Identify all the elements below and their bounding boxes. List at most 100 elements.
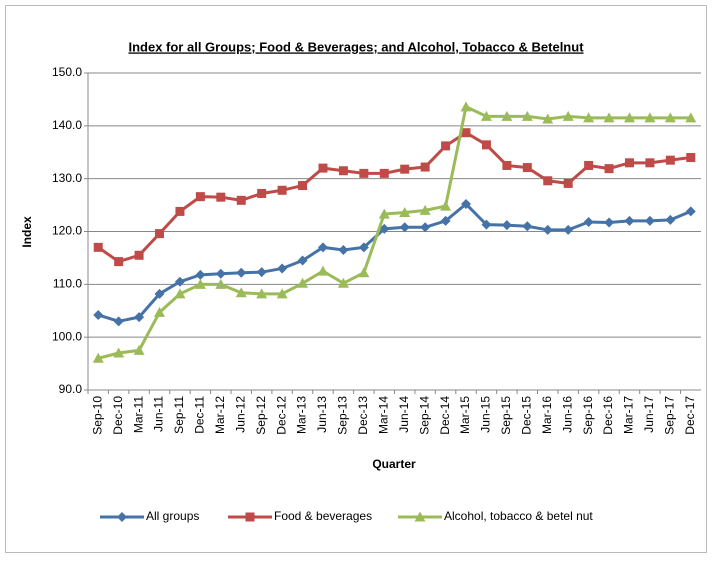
x-tick-label: Sep-15 <box>499 396 513 435</box>
point-marker <box>236 195 246 205</box>
point-marker <box>461 199 472 210</box>
x-tick-label: Dec-11 <box>193 396 207 434</box>
point-marker <box>501 220 512 231</box>
x-tick-label: Mar-16 <box>540 396 554 434</box>
x-tick-label: Sep-11 <box>172 396 186 434</box>
point-marker <box>645 158 655 168</box>
point-marker <box>685 206 696 217</box>
point-marker <box>543 176 553 186</box>
x-tick-label: Jun-15 <box>479 396 493 433</box>
x-tick-label: Dec-10 <box>111 396 125 435</box>
y-tick-label: 150.0 <box>52 65 82 79</box>
point-marker <box>113 316 124 327</box>
point-marker <box>236 267 247 278</box>
point-marker <box>195 192 205 202</box>
point-marker <box>440 200 452 211</box>
point-marker <box>338 244 349 255</box>
x-tick-label: Sep-14 <box>417 396 431 435</box>
point-marker <box>298 181 308 191</box>
x-tick-label: Sep-10 <box>90 396 104 435</box>
point-marker <box>358 267 370 278</box>
y-tick-label: 90.0 <box>59 382 83 396</box>
point-marker <box>245 512 255 522</box>
point-marker <box>297 255 308 266</box>
point-marker <box>644 112 656 123</box>
point-marker <box>685 112 697 123</box>
point-marker <box>155 229 165 239</box>
point-marker <box>235 287 247 298</box>
point-marker <box>134 312 145 323</box>
point-marker <box>542 224 553 235</box>
x-tick-label: Sep-13 <box>336 396 350 435</box>
point-marker <box>583 112 595 123</box>
point-marker <box>113 347 125 358</box>
point-marker <box>399 222 410 233</box>
x-tick-label: Jun-17 <box>642 396 656 433</box>
y-axis-label: Index <box>20 216 34 248</box>
x-tick-label: Mar-11 <box>131 396 145 433</box>
x-tick-label: Jun-12 <box>233 396 247 433</box>
x-axis-label: Quarter <box>372 457 416 471</box>
x-tick-label: Dec-13 <box>356 396 370 435</box>
y-tick-label: 130.0 <box>52 171 82 185</box>
point-marker <box>419 204 431 215</box>
point-marker <box>624 215 635 226</box>
point-marker <box>175 206 185 216</box>
point-marker <box>522 163 532 173</box>
x-tick-label: Mar-15 <box>458 396 472 434</box>
point-marker <box>154 306 166 317</box>
point-marker <box>461 128 471 138</box>
point-marker <box>562 110 574 121</box>
point-marker <box>501 110 513 121</box>
x-tick-label: Jun-13 <box>315 396 329 433</box>
point-marker <box>93 242 103 252</box>
point-marker <box>441 141 451 151</box>
x-tick-label: Dec-15 <box>519 396 533 435</box>
point-marker <box>93 309 104 320</box>
x-tick-label: Sep-17 <box>663 396 677 435</box>
x-tick-label: Mar-13 <box>295 396 309 434</box>
chart-title: Index for all Groups; Food & Beverages; … <box>128 39 584 54</box>
point-marker <box>480 110 492 121</box>
point-marker <box>134 250 144 260</box>
point-marker <box>133 344 145 355</box>
x-tick-label: Jun-16 <box>560 396 574 433</box>
point-marker <box>542 113 554 124</box>
x-tick-label: Dec-12 <box>274 396 288 435</box>
point-marker <box>277 185 287 195</box>
point-marker <box>460 101 472 112</box>
legend-label: Food & beverages <box>274 509 372 523</box>
y-tick-label: 100.0 <box>52 329 82 343</box>
point-marker <box>92 352 104 363</box>
point-marker <box>481 219 492 230</box>
point-marker <box>481 140 491 150</box>
point-marker <box>623 112 635 123</box>
point-marker <box>604 217 615 228</box>
point-marker <box>521 110 533 121</box>
point-marker <box>215 278 227 289</box>
point-marker <box>420 162 430 172</box>
point-marker <box>624 158 634 168</box>
point-marker <box>502 160 512 170</box>
point-marker <box>379 168 389 178</box>
point-marker <box>154 288 165 299</box>
point-marker <box>277 263 288 274</box>
point-marker <box>256 267 267 278</box>
point-marker <box>358 242 369 253</box>
point-marker <box>378 208 390 219</box>
point-marker <box>603 112 615 123</box>
x-tick-label: Sep-16 <box>581 396 595 435</box>
point-marker <box>400 164 410 174</box>
point-marker <box>644 215 655 226</box>
point-marker <box>664 112 676 123</box>
x-tick-label: Jun-11 <box>152 396 166 432</box>
point-marker <box>420 222 431 233</box>
point-marker <box>563 224 574 235</box>
point-marker <box>174 288 186 299</box>
point-marker <box>317 242 328 253</box>
point-marker <box>297 277 309 288</box>
point-marker <box>665 155 675 165</box>
x-tick-label: Dec-14 <box>438 396 452 435</box>
point-marker <box>216 192 226 202</box>
